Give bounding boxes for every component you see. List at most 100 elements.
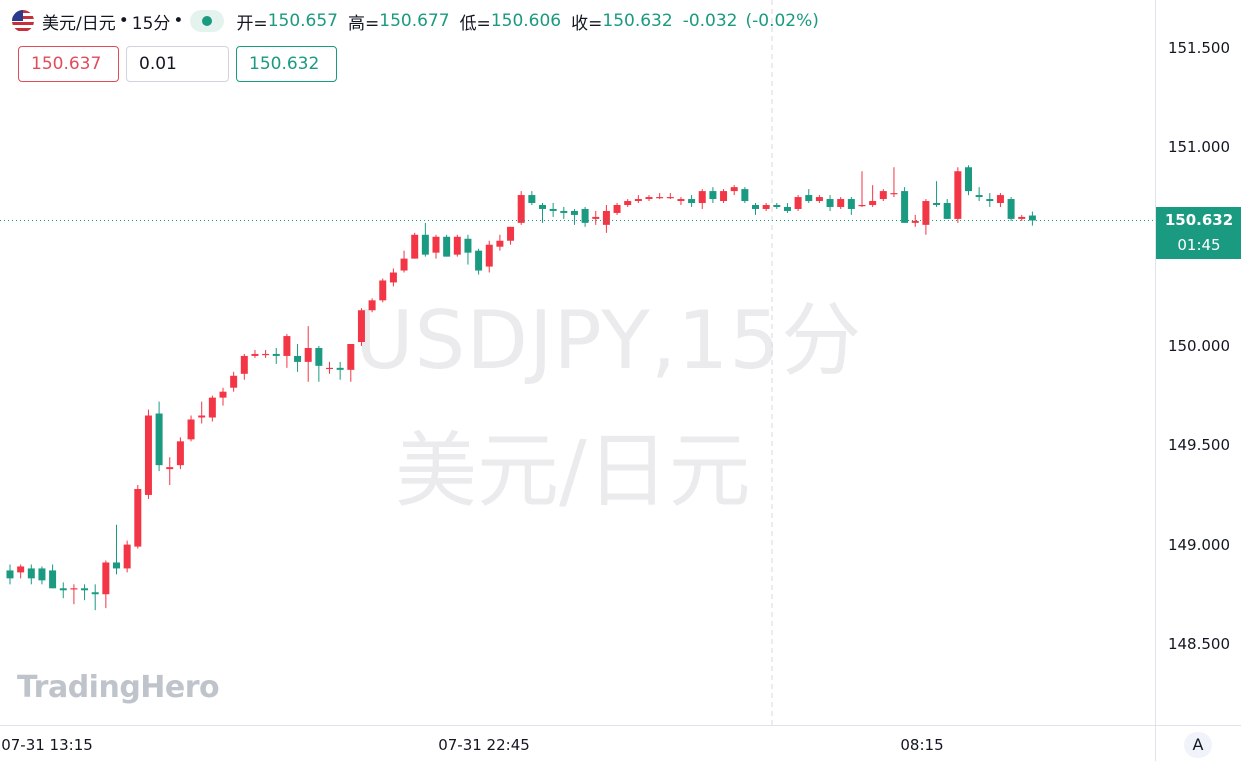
candle-body xyxy=(549,208,557,211)
sell-price-button[interactable]: 150.637 xyxy=(18,46,119,82)
candle-body xyxy=(720,191,728,202)
candle xyxy=(943,199,951,219)
candle-body xyxy=(922,201,930,225)
candle xyxy=(400,250,408,273)
candle xyxy=(752,203,759,215)
candle-body xyxy=(17,566,25,573)
candle xyxy=(357,308,365,346)
price-tick-label: 150.000 xyxy=(1167,337,1230,355)
axis-corner: A xyxy=(1155,725,1241,761)
candle xyxy=(677,197,685,205)
candle xyxy=(847,197,855,215)
candle xyxy=(996,193,1004,207)
auto-scale-button[interactable]: A xyxy=(1184,732,1212,758)
time-axis[interactable]: 07-31 13:15 07-31 22:45 08:15 xyxy=(0,725,1155,761)
candle-body xyxy=(166,467,174,470)
candle xyxy=(102,560,110,609)
candle xyxy=(368,298,376,313)
candle-body xyxy=(911,220,919,223)
candle xyxy=(113,524,120,575)
candle xyxy=(879,189,887,202)
candle-body xyxy=(70,588,78,590)
candle-body xyxy=(389,272,397,283)
candle-body xyxy=(507,226,515,241)
candle xyxy=(783,203,791,213)
candle xyxy=(869,185,877,207)
low-value: 150.606 xyxy=(490,11,562,31)
candle-body xyxy=(741,189,749,202)
candle-body xyxy=(379,280,387,301)
us-flag-icon xyxy=(12,10,34,32)
candle xyxy=(922,199,930,235)
candle-body xyxy=(27,568,35,579)
candle-body xyxy=(773,204,781,207)
candle xyxy=(347,344,355,382)
candle xyxy=(81,584,89,601)
candle-body xyxy=(432,236,440,253)
candle xyxy=(262,349,270,358)
candle-body xyxy=(656,197,664,199)
candle-body xyxy=(464,238,472,253)
candle-body xyxy=(677,199,685,202)
candle xyxy=(656,193,664,200)
chart-plot-area[interactable]: USDJPY,15分 美元/日元 TradingHero xyxy=(0,0,1155,725)
candle-body xyxy=(1018,216,1026,219)
candle-body xyxy=(879,191,887,200)
candle-body xyxy=(336,367,344,370)
candle-body xyxy=(581,208,589,223)
candle xyxy=(453,234,461,257)
pair-name[interactable]: 美元/日元 xyxy=(42,13,116,34)
candle-body xyxy=(326,367,333,370)
quantity-input[interactable]: 0.01 xyxy=(126,46,229,82)
candle-body xyxy=(443,236,451,257)
time-tick-label: 07-31 22:45 xyxy=(438,736,530,754)
market-status-icon[interactable] xyxy=(190,10,225,32)
candle-body xyxy=(102,562,110,595)
candle xyxy=(911,214,919,227)
candle xyxy=(581,206,589,227)
open-label: 开= xyxy=(236,13,268,34)
candle xyxy=(49,564,57,589)
candle xyxy=(986,193,994,207)
candle-body xyxy=(240,355,248,374)
interval-label[interactable]: 15分 xyxy=(131,13,171,34)
candle-body xyxy=(368,300,376,311)
candle xyxy=(38,566,46,585)
candle-body xyxy=(965,167,972,192)
candle xyxy=(176,437,184,470)
candle-body xyxy=(1028,215,1036,221)
price-axis[interactable]: 151.500151.000150.500150.000149.500149.0… xyxy=(1155,0,1241,725)
candle-body xyxy=(890,193,898,195)
candle-body xyxy=(826,199,834,207)
candle xyxy=(773,203,781,209)
candle xyxy=(59,582,67,599)
candle-body xyxy=(176,441,184,466)
candle-body xyxy=(688,199,696,204)
candle-body xyxy=(123,544,131,569)
candle-body xyxy=(570,210,578,215)
buy-price-button[interactable]: 150.632 xyxy=(236,46,337,82)
candle-body xyxy=(730,187,738,192)
price-tick-label: 149.500 xyxy=(1167,436,1230,455)
candle xyxy=(208,395,216,422)
candle-body xyxy=(592,216,600,219)
high-label: 高= xyxy=(348,13,380,34)
candle xyxy=(933,181,941,207)
candle xyxy=(794,195,802,211)
current-price-value: 150.632 xyxy=(1164,211,1234,230)
candle xyxy=(517,191,525,225)
close-label: 收= xyxy=(571,13,603,34)
candle xyxy=(443,234,451,257)
candle xyxy=(91,584,99,611)
candle xyxy=(666,193,674,200)
candle-body xyxy=(539,204,546,209)
candle xyxy=(294,344,302,372)
close-value: 150.632 xyxy=(602,11,673,31)
watermark-symbol: USDJPY,15分 xyxy=(355,294,863,387)
chart-legend: 美元/日元 • 15分 • 开= 150.657 高= 150.677 低= 150.… xyxy=(12,8,827,34)
candle-body xyxy=(805,195,813,202)
candle xyxy=(6,564,14,585)
candle xyxy=(975,187,983,202)
candle xyxy=(826,195,834,211)
candle xyxy=(528,191,536,205)
